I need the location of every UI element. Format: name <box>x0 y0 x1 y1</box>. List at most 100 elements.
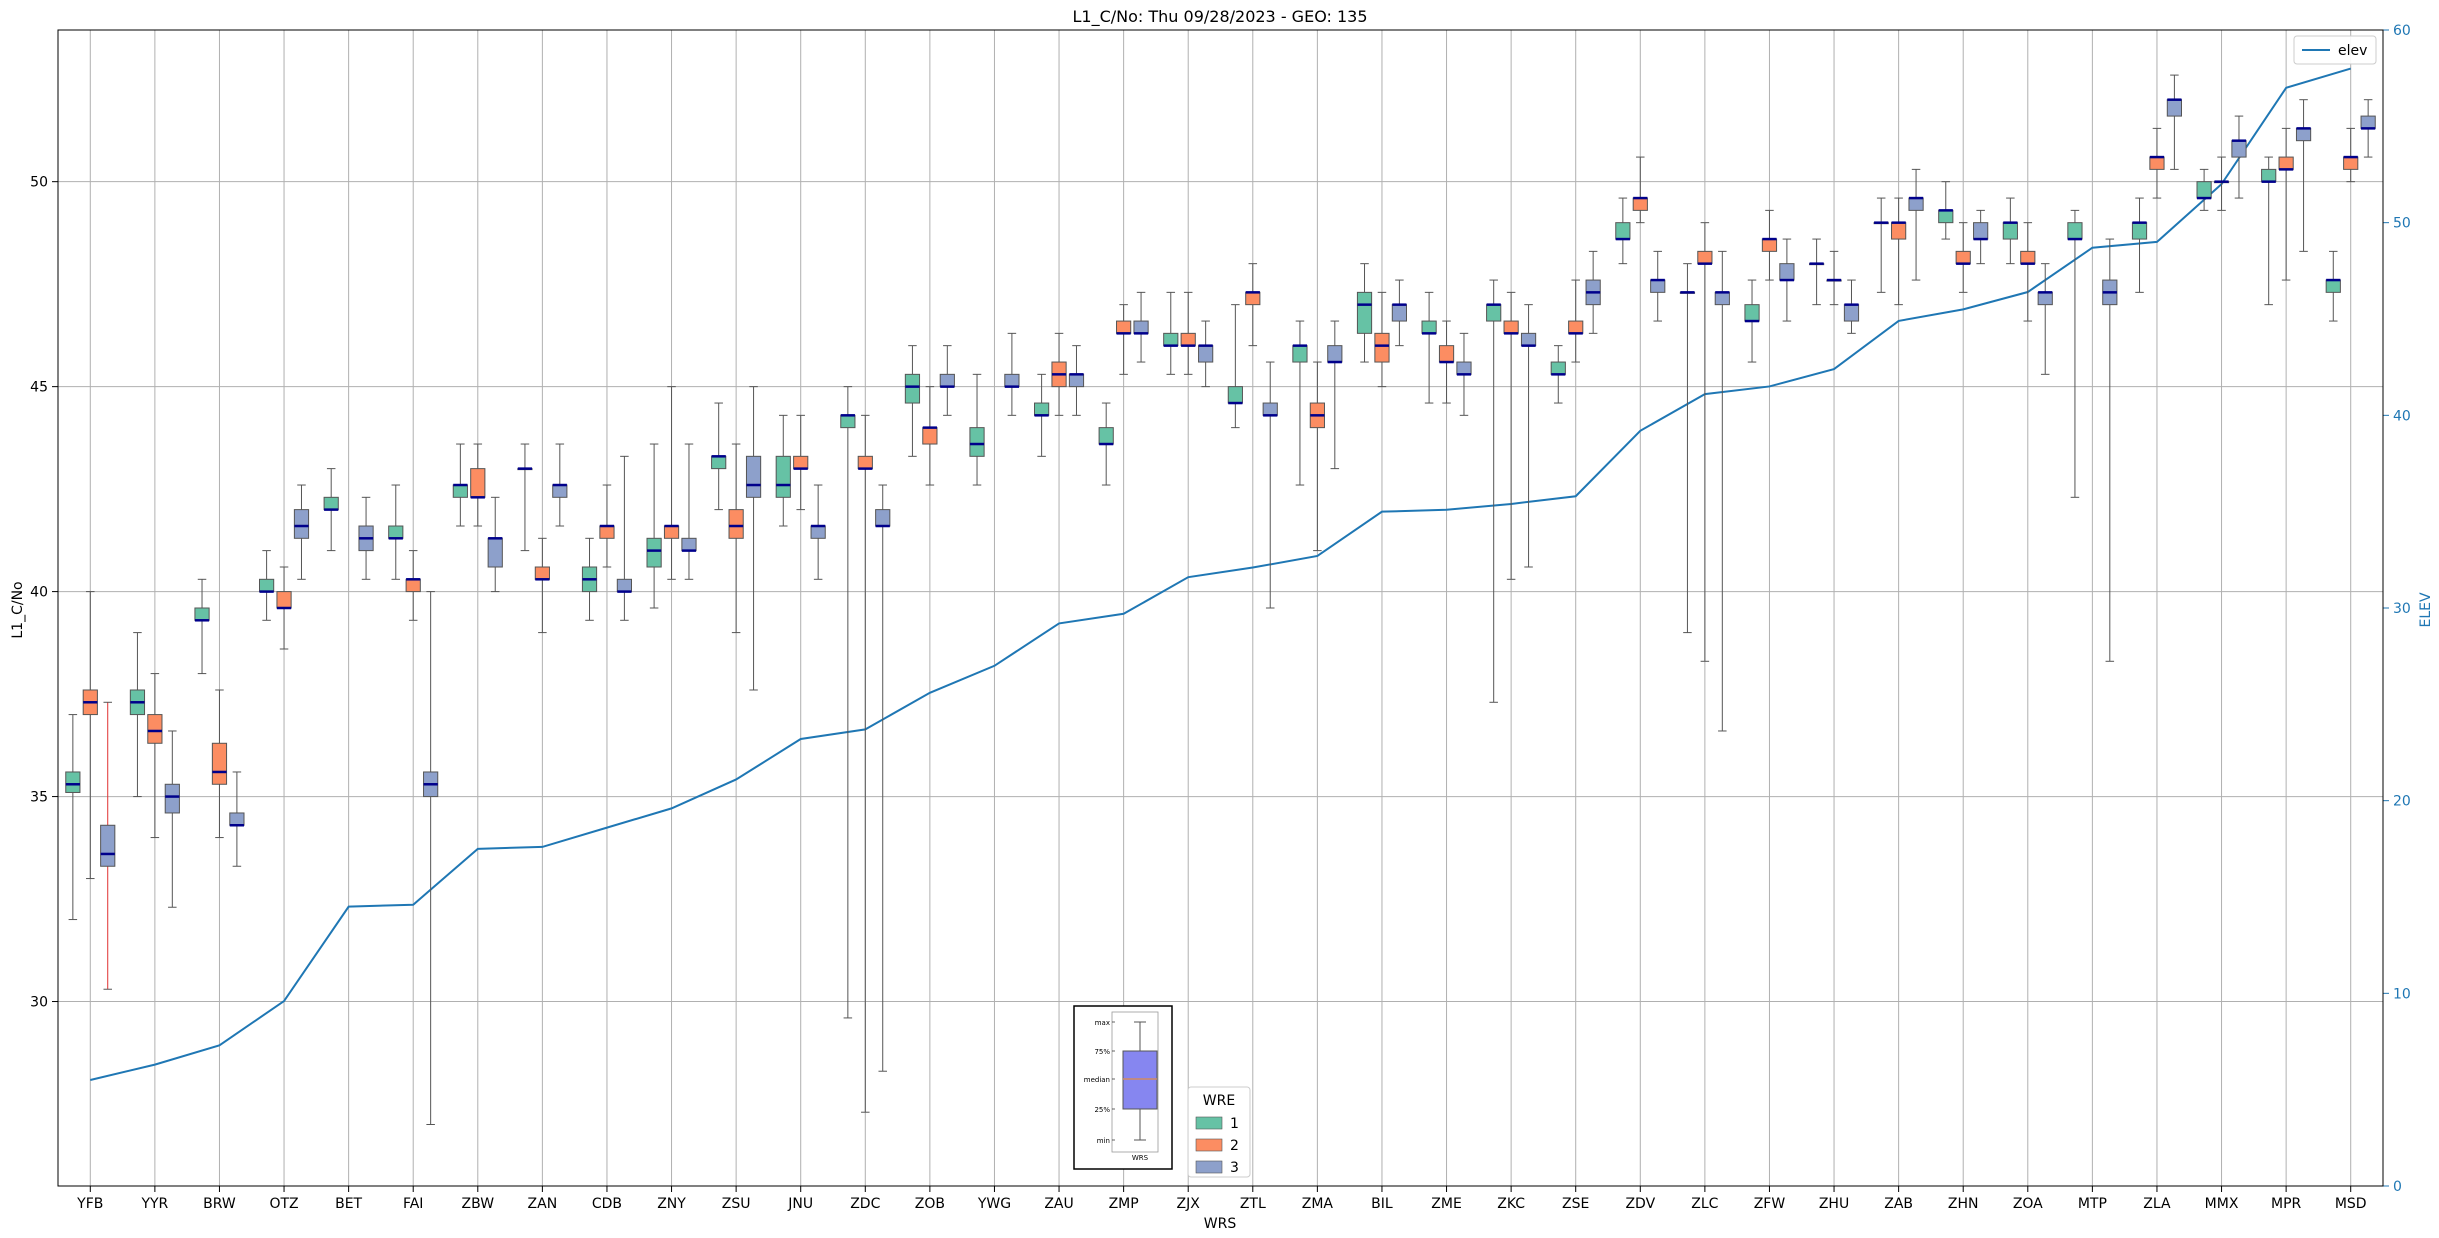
box-CDB-wre3 <box>616 455 633 621</box>
x-tick-label: ZFW <box>1754 1196 1786 1212</box>
legend-label-2: 2 <box>1230 1138 1239 1154</box>
box-iqr <box>211 742 228 785</box>
y-tick-label: 40 <box>30 585 48 601</box>
box-YFB-wre2 <box>82 591 98 880</box>
box-iqr <box>470 468 486 498</box>
box-iqr <box>875 509 891 527</box>
box-ZHN-wre3 <box>1973 209 1989 265</box>
box-iqr <box>487 537 503 568</box>
box-iqr <box>904 373 921 404</box>
box-MPR-wre3 <box>2295 99 2312 252</box>
y-right-tick-label: 20 <box>2393 794 2411 810</box>
box-iqr <box>1615 222 1631 240</box>
box-iqr <box>1327 345 1343 363</box>
box-iqr <box>259 578 275 593</box>
box-ZFW-wre1 <box>1744 279 1760 363</box>
box-ZOB-wre1 <box>904 345 921 457</box>
box-iqr <box>2131 222 2148 240</box>
box-iqr <box>1245 291 1261 306</box>
box-iqr <box>2196 181 2212 199</box>
box-iqr <box>939 373 955 388</box>
box-ZKC-wre3 <box>1520 304 1537 568</box>
box-iqr <box>793 455 809 470</box>
x-tick-label: ZOA <box>2013 1196 2043 1212</box>
box-iqr <box>1456 361 1472 375</box>
box-iqr <box>2360 115 2376 129</box>
box-ZAB-wre1 <box>1873 197 1889 293</box>
x-tick-label: OTZ <box>269 1196 298 1212</box>
box-ZNY-wre2 <box>663 386 680 580</box>
box-ZMP-wre1 <box>1098 402 1114 486</box>
box-YWG-wre1 <box>969 373 985 486</box>
x-tick-label: ZTL <box>1240 1196 1266 1212</box>
box-ZLA-wre2 <box>2149 127 2165 199</box>
box-iqr <box>100 824 116 867</box>
inset-label: 25% <box>1094 1106 1110 1114</box>
x-tick-label: ZLC <box>1691 1196 1718 1212</box>
box-MSD-wre2 <box>2343 127 2359 183</box>
box-iqr <box>1133 320 1149 334</box>
box-CDB-wre1 <box>581 537 598 621</box>
x-tick-label: ZKC <box>1497 1196 1525 1212</box>
box-BRW-wre1 <box>194 578 210 675</box>
box-iqr <box>1292 345 1308 363</box>
box-iqr <box>1421 320 1437 334</box>
box-iqr <box>1697 250 1713 265</box>
x-tick-label: ZME <box>1431 1196 1462 1212</box>
x-tick-label: YFB <box>76 1196 103 1212</box>
box-ZKC-wre2 <box>1503 291 1519 580</box>
box-ZLA-wre1 <box>2131 197 2148 293</box>
box-iqr <box>2002 222 2018 240</box>
x-axis-label: WRS <box>1204 1216 1237 1232</box>
box-MPR-wre1 <box>2261 156 2277 306</box>
box-ZDV-wre3 <box>1650 250 1666 322</box>
box-ZTL-wre2 <box>1245 263 1261 347</box>
box-iqr <box>2325 279 2341 293</box>
box-key-inset: max 75% median 25% min WRS <box>1073 1005 1173 1170</box>
box-ZME-wre1 <box>1421 291 1437 404</box>
box-iqr <box>1098 427 1114 445</box>
box-iqr <box>1650 279 1666 293</box>
box-ZDV-wre1 <box>1615 197 1631 265</box>
box-JNU-wre1 <box>775 414 791 527</box>
elev-legend: elev <box>2293 35 2377 65</box>
box-ZLA-wre3 <box>2166 74 2183 170</box>
box-iqr <box>1227 386 1243 404</box>
box-iqr <box>857 455 873 470</box>
x-tick-label: BIL <box>1371 1196 1393 1212</box>
legend-swatch-1 <box>1195 1116 1223 1130</box>
box-iqr <box>2020 250 2036 265</box>
box-iqr <box>1843 304 1860 322</box>
legend-title: WRE <box>1203 1093 1235 1109</box>
y-tick-label: 50 <box>30 175 48 191</box>
box-ZSE-wre3 <box>1585 250 1601 334</box>
box-iqr <box>1163 332 1179 347</box>
x-tick-label: MMX <box>2205 1196 2239 1212</box>
x-tick-label: CDB <box>592 1196 622 1212</box>
box-ZMA-wre2 <box>1309 361 1325 552</box>
box-iqr <box>1374 332 1390 363</box>
box-ZSU-wre1 <box>711 402 727 511</box>
box-iqr <box>1938 209 1954 224</box>
box-ZOB-wre2 <box>922 386 938 486</box>
x-tick-label: ZMA <box>1302 1196 1334 1212</box>
box-iqr <box>663 525 680 539</box>
box-iqr <box>2067 222 2083 240</box>
y-axis-label-right: ELEV <box>2418 592 2434 627</box>
box-iqr <box>323 496 339 511</box>
box-ZTL-wre3 <box>1262 361 1278 609</box>
box-iqr <box>775 455 791 498</box>
box-iqr <box>1891 222 1907 240</box>
x-tick-label: ZLA <box>2143 1196 2171 1212</box>
box-iqr <box>452 484 468 498</box>
box-iqr <box>969 427 985 457</box>
box-ZAU-wre1 <box>1034 373 1050 457</box>
box-ZNY-wre3 <box>681 443 697 580</box>
box-iqr <box>922 427 938 445</box>
box-iqr <box>2149 156 2165 170</box>
box-iqr <box>534 566 550 580</box>
y-tick-label: 35 <box>30 790 48 806</box>
box-iqr <box>1116 320 1132 334</box>
box-iqr <box>840 414 856 429</box>
